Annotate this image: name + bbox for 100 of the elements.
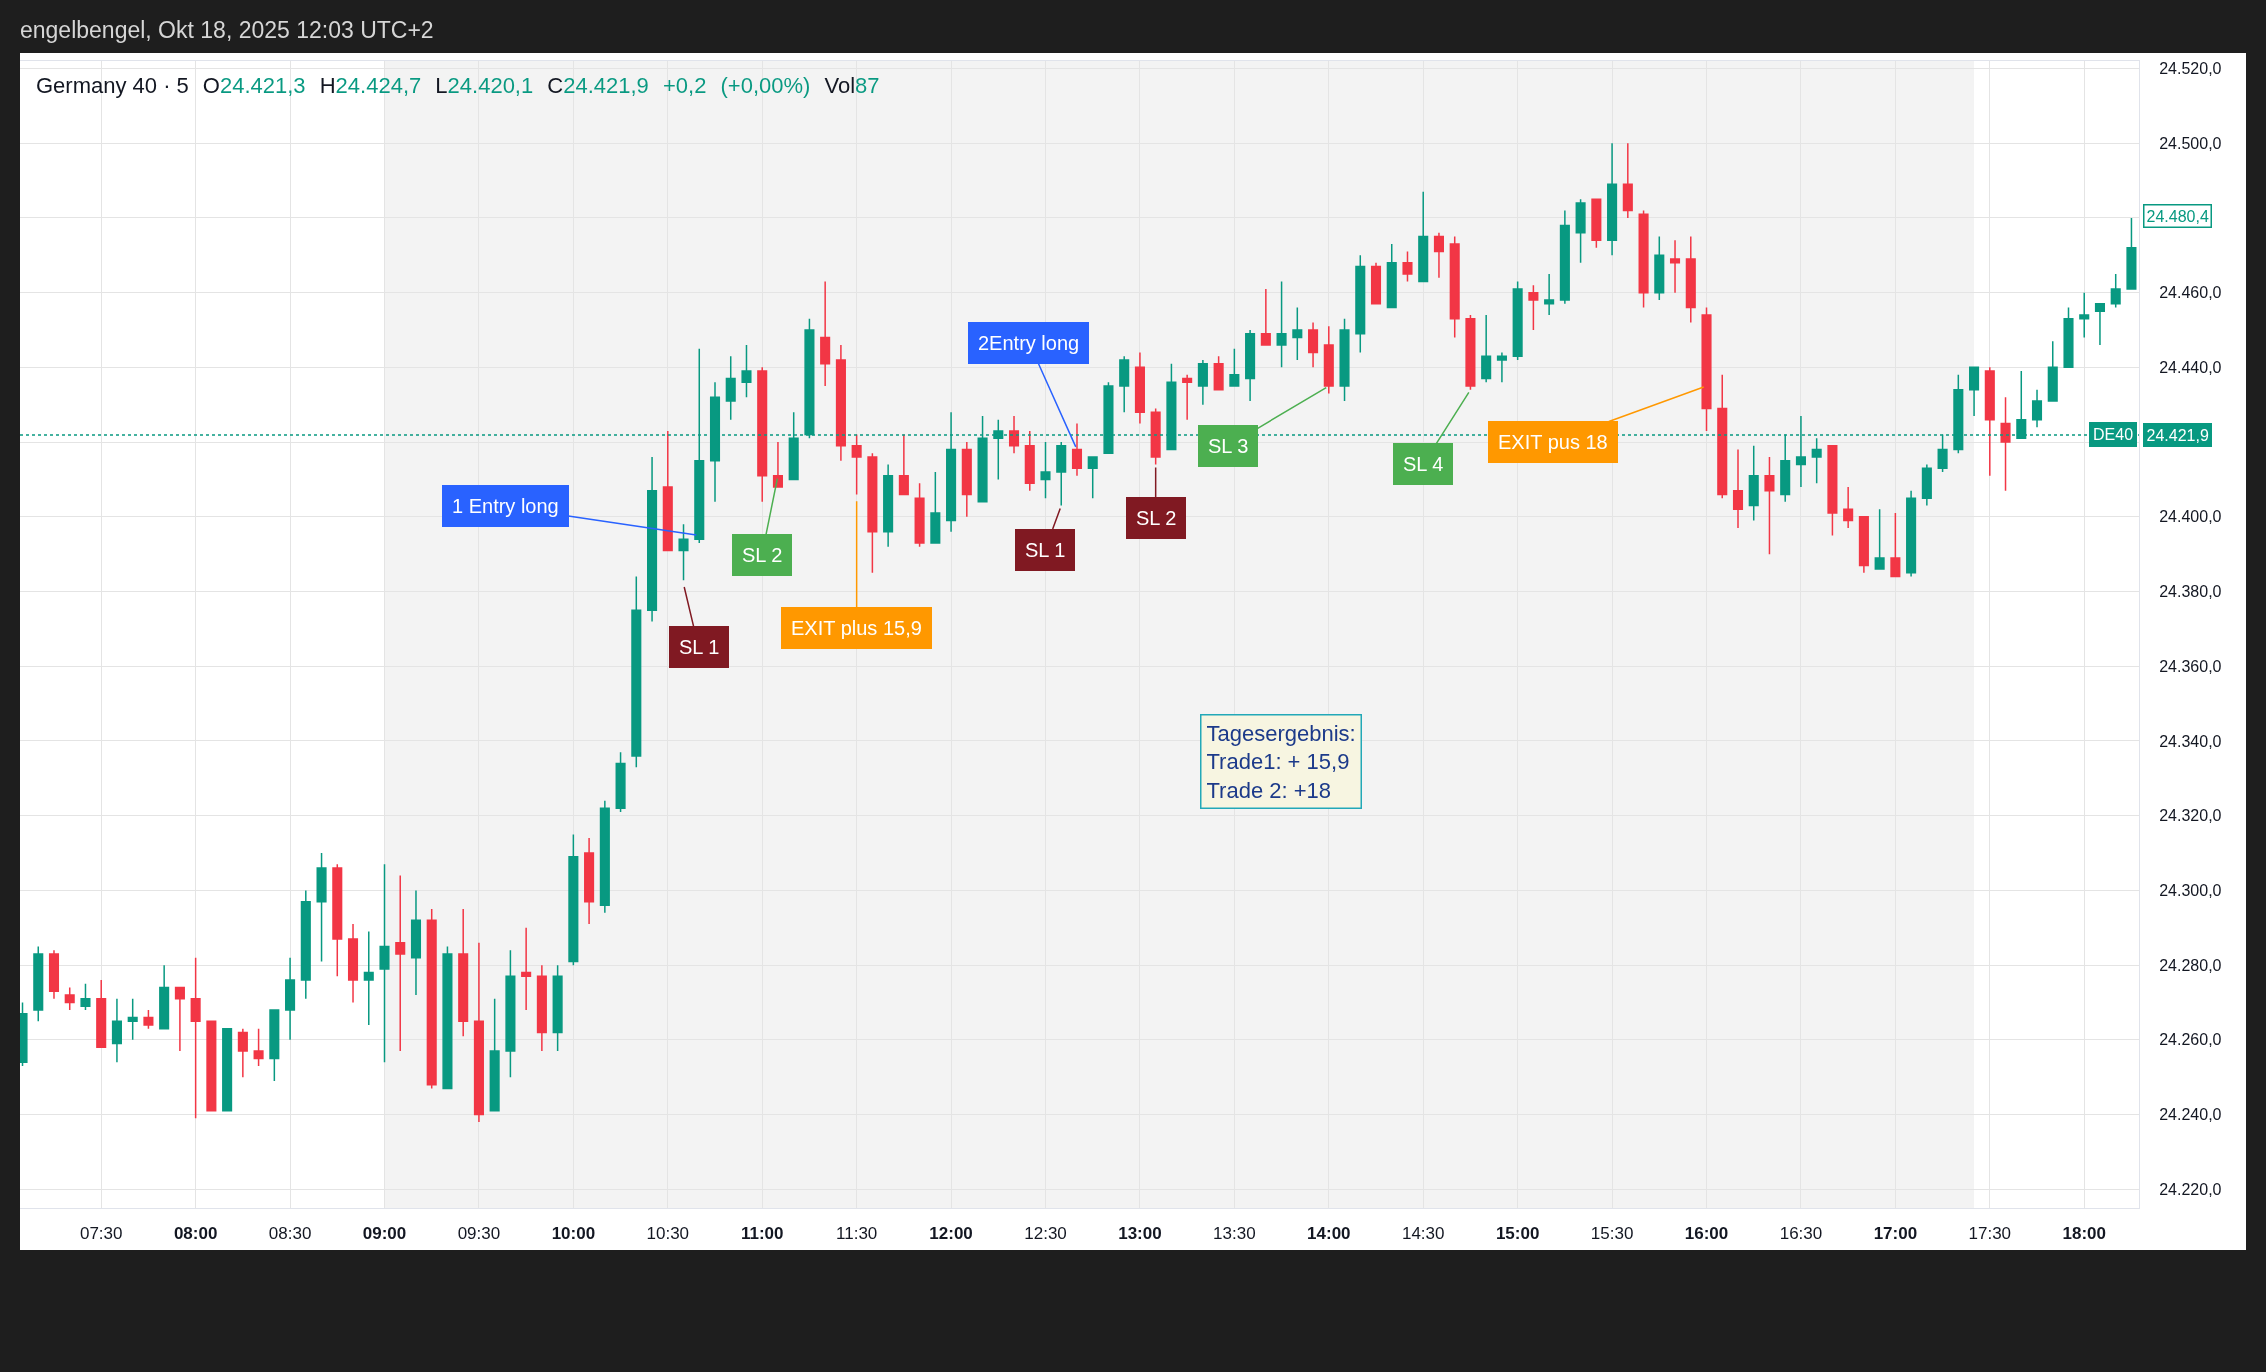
candlestick <box>363 930 374 1026</box>
candlestick <box>1276 280 1287 369</box>
candlestick <box>552 964 563 1052</box>
candlestick <box>442 945 453 1090</box>
candlestick <box>1890 512 1901 578</box>
y-tick-label: 24.500,0 <box>2159 134 2222 152</box>
candlestick <box>1669 239 1681 294</box>
annotation: 2Entry long <box>978 332 1080 354</box>
candlestick <box>1418 191 1429 283</box>
x-tick-label: 14:00 <box>1307 1224 1351 1244</box>
annotation: SL 2 <box>742 544 783 566</box>
candlestick <box>914 482 925 548</box>
candlestick <box>505 949 516 1078</box>
candlestick <box>1528 284 1539 331</box>
candlestick <box>1732 448 1744 529</box>
candlestick <box>898 433 909 496</box>
candlestick <box>1182 374 1193 421</box>
y-tick-label: 24.240,0 <box>2159 1106 2222 1124</box>
candlestick <box>300 889 311 1000</box>
candlestick <box>127 998 138 1041</box>
candlestick <box>1229 347 1240 387</box>
x-tick-label: 13:30 <box>1213 1224 1256 1244</box>
candlestick <box>1355 254 1366 354</box>
candlestick <box>2063 306 2074 369</box>
x-tick-label: 16:00 <box>1684 1224 1729 1244</box>
annotation: SL 4 <box>1403 453 1444 475</box>
candlestick <box>222 1027 233 1112</box>
candlestick <box>1575 198 1586 264</box>
x-tick-label: 16:30 <box>1779 1224 1823 1244</box>
x-tick-label: 15:30 <box>1590 1224 1634 1244</box>
y-tick-label: 24.300,0 <box>2159 882 2222 900</box>
candlestick <box>1087 456 1098 499</box>
candlestick <box>253 1027 264 1067</box>
candlestick <box>1323 325 1334 395</box>
text: O24.421,3 H24.424,7 L24.420,1 C24.421,9 +0,2 (+0,00%) Vol87 <box>202 73 880 99</box>
y-tick-label: 24.280,0 <box>2159 956 2222 974</box>
candlestick <box>1292 306 1303 361</box>
candlestick <box>1984 366 1995 477</box>
y-tick-label: 24.220,0 <box>2159 1180 2222 1198</box>
candlestick <box>599 800 610 914</box>
candlestick <box>2047 340 2058 402</box>
candlestick <box>1119 355 1130 413</box>
x-tick-label: 07:30 <box>79 1224 123 1244</box>
candlestick <box>1654 235 1665 301</box>
candlestick <box>1921 463 1932 507</box>
candlestick <box>1197 359 1208 406</box>
candlestick <box>1008 415 1020 455</box>
candlestick <box>347 923 359 1004</box>
x-tick-label: 12:30 <box>1024 1224 1067 1244</box>
y-tick-label: 24.260,0 <box>2159 1031 2222 1049</box>
candlestick <box>1260 288 1271 346</box>
candlestick <box>1512 280 1523 361</box>
candlestick <box>410 889 422 996</box>
candlestick <box>332 863 343 978</box>
x-tick-label: 15:00 <box>1495 1224 1540 1244</box>
candlestick <box>285 956 296 1041</box>
candlestick <box>2126 217 2137 290</box>
candlestick <box>1701 306 1712 432</box>
candlestick <box>1843 486 1854 529</box>
candlestick <box>662 430 673 552</box>
candlestick <box>1969 366 1980 417</box>
candlestick <box>2000 396 2011 492</box>
candlestick <box>2079 291 2090 339</box>
x-tick-label: 09:30 <box>457 1224 501 1244</box>
candlestick <box>521 927 532 1011</box>
candlestick <box>489 998 500 1112</box>
annotation: SL 3 <box>1208 435 1249 457</box>
candlestick <box>174 986 185 1052</box>
candlestick <box>2031 389 2043 428</box>
annotation: SL 1 <box>679 636 720 658</box>
candlestick <box>1827 445 1838 537</box>
candlestick <box>1071 422 1083 477</box>
x-tick-label: 11:00 <box>740 1224 784 1244</box>
candlestick <box>269 1009 280 1082</box>
y-tick-label: 24.520,0 <box>2159 60 2222 78</box>
text: 24.421,9 <box>2146 426 2209 444</box>
text: Germany 40 · 5 <box>36 73 189 98</box>
candlestick <box>96 979 107 1049</box>
candlestick <box>615 751 626 813</box>
annotation: EXIT plus 15,9 <box>791 617 922 639</box>
candlestick <box>64 986 75 1011</box>
text: 24.480,4 <box>2146 207 2209 225</box>
candlestick <box>159 964 170 1030</box>
candlestick <box>757 366 768 503</box>
x-tick-label: 09:00 <box>362 1224 407 1244</box>
candlestick <box>1764 456 1775 555</box>
candlestick <box>568 833 579 966</box>
candlestick <box>190 956 201 1120</box>
candlestick <box>1370 262 1382 305</box>
candlestick <box>584 837 595 925</box>
candlestick <box>48 949 60 1000</box>
y-tick-label: 24.380,0 <box>2159 583 2222 601</box>
candlestick <box>1607 142 1618 257</box>
candlestick <box>1402 250 1413 283</box>
candlestick <box>1591 198 1602 249</box>
candlestick <box>1433 232 1444 279</box>
candlestick <box>143 1009 154 1030</box>
candlestick <box>80 983 91 1011</box>
annotation: EXIT pus 18 <box>1498 431 1608 453</box>
x-tick-label: 11:30 <box>836 1224 878 1244</box>
